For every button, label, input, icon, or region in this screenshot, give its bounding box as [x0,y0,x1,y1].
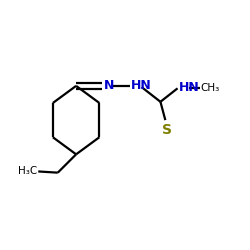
Text: CH₃: CH₃ [200,82,220,92]
Text: H₃C: H₃C [18,166,37,176]
Text: HN: HN [179,81,200,94]
Text: HN: HN [131,79,152,92]
Text: N: N [104,80,114,92]
Text: S: S [162,122,172,136]
